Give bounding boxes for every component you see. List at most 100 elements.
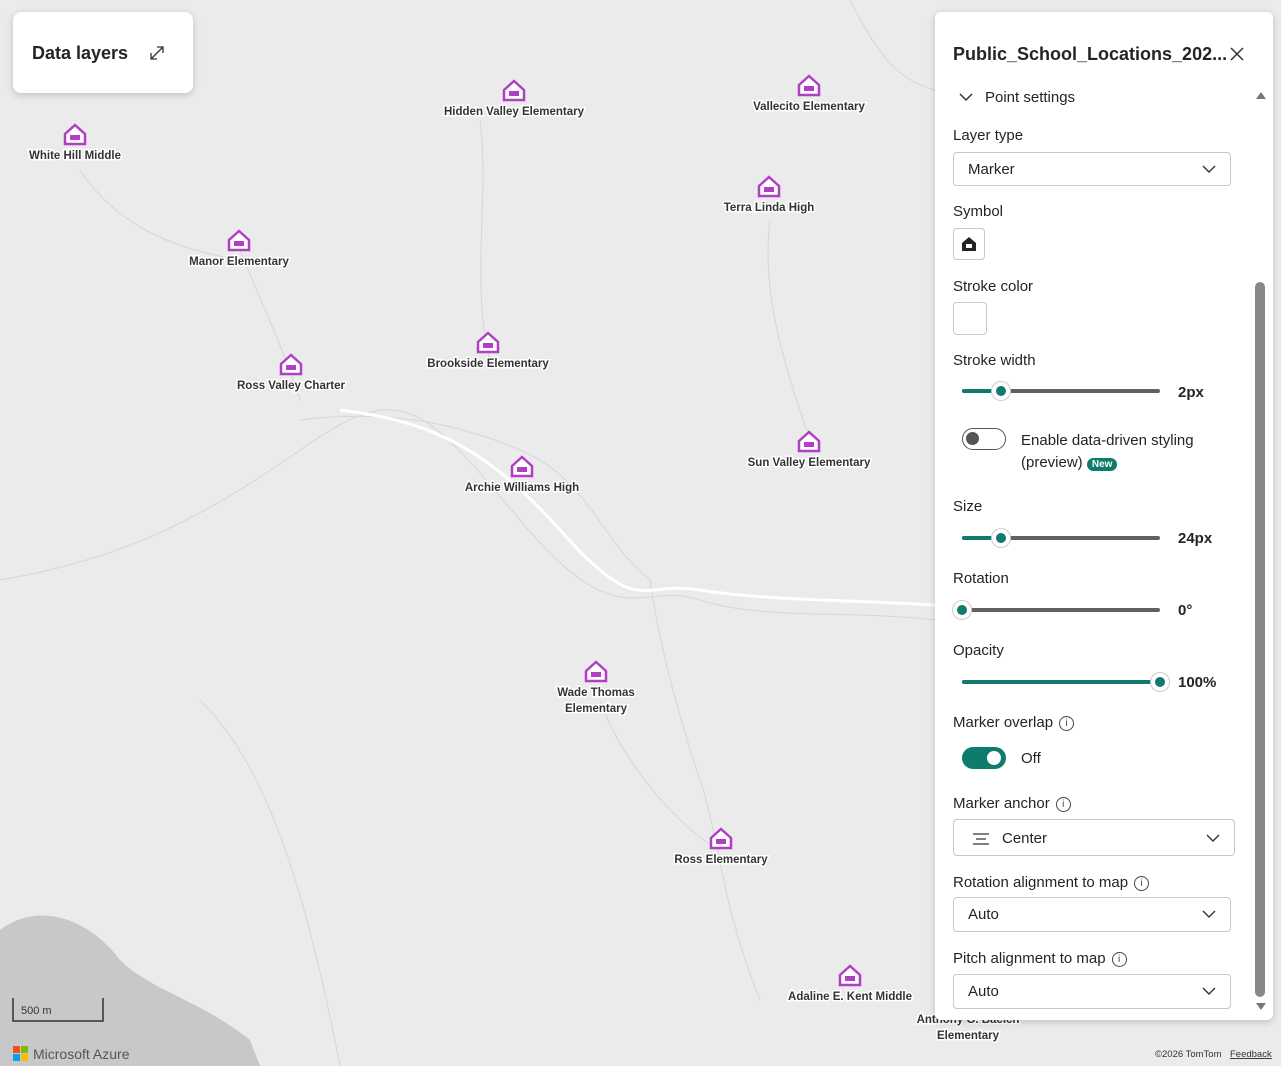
school-label: Adaline E. Kent Middle bbox=[788, 991, 912, 1003]
school-markers: White Hill Middle Hidden Valley Elementar… bbox=[28, 74, 1021, 1044]
school-label: Brookside Elementary bbox=[427, 358, 549, 370]
school-icon-window bbox=[845, 976, 855, 981]
school-marker[interactable]: Terra Linda High bbox=[722, 175, 816, 216]
marker-overlap-label: Marker overlap bbox=[953, 714, 1054, 731]
slider-value: 0° bbox=[1178, 602, 1193, 619]
school-icon-window bbox=[234, 241, 244, 246]
school-icon-window bbox=[804, 86, 814, 91]
section-title[interactable]: Point settings bbox=[985, 89, 1076, 106]
stroke-width-slider[interactable] bbox=[962, 382, 1160, 400]
school-marker[interactable]: Ross Valley Charter bbox=[235, 353, 347, 394]
school-label: Sun Valley Elementary bbox=[748, 457, 871, 469]
slider-value: 100% bbox=[1178, 674, 1217, 691]
rotation-alignment-dropdown[interactable]: Auto bbox=[953, 897, 1231, 932]
scale-bar: 500 m bbox=[12, 998, 104, 1022]
school-icon-window bbox=[591, 672, 601, 677]
dropdown-value: Center bbox=[1002, 830, 1048, 847]
field-label: Opacity bbox=[953, 642, 1004, 659]
symbol-picker[interactable] bbox=[953, 228, 985, 260]
school-label: Wade Thomas bbox=[557, 687, 635, 699]
opacity-slider[interactable] bbox=[962, 673, 1169, 691]
school-icon-window bbox=[286, 365, 296, 370]
school-icon-window bbox=[804, 442, 814, 447]
scroll-down[interactable] bbox=[1255, 1002, 1267, 1012]
rotation-slider[interactable] bbox=[953, 601, 1160, 619]
roads bbox=[0, 0, 936, 1066]
feedback-link[interactable]: Feedback bbox=[1230, 1049, 1272, 1060]
field-label: Symbol bbox=[953, 203, 1004, 220]
school-marker[interactable]: Hidden Valley Elementary bbox=[443, 79, 586, 120]
school-marker[interactable]: Ross Elementary bbox=[673, 827, 770, 868]
data-driven-label: Enable data-driven styling (preview) bbox=[1021, 432, 1194, 471]
school-label: Hidden Valley Elementary bbox=[444, 106, 585, 118]
school-marker[interactable]: Sun Valley Elementary bbox=[746, 430, 872, 471]
water bbox=[0, 915, 260, 1066]
field-label: Size bbox=[953, 498, 983, 515]
field-label: Stroke color bbox=[953, 278, 1034, 295]
marker-anchor-label: Marker anchor bbox=[953, 795, 1050, 812]
scale-label: 500 m bbox=[21, 1005, 52, 1017]
stroke-color-swatch[interactable] bbox=[953, 302, 987, 335]
field-label: Layer type bbox=[953, 127, 1024, 144]
school-icon-window bbox=[517, 467, 527, 472]
expand-icon[interactable] bbox=[149, 45, 165, 61]
field-label: Rotation alignment to map i bbox=[953, 874, 1150, 891]
dropdown-value: Marker bbox=[968, 161, 1015, 178]
toggle-state: Off bbox=[1021, 750, 1041, 767]
school-icon-window bbox=[483, 343, 493, 348]
settings-panel: Public_School_Locations_202... Point set… bbox=[935, 12, 1273, 1020]
school-icon-window bbox=[764, 187, 774, 192]
marker-anchor-dropdown[interactable]: Center bbox=[953, 819, 1235, 856]
school-marker[interactable]: Archie Williams High bbox=[463, 455, 581, 496]
scrollbar-thumb[interactable] bbox=[1255, 282, 1265, 997]
school-marker[interactable]: Brookside Elementary bbox=[426, 331, 551, 372]
school-icon-window bbox=[509, 91, 519, 96]
scroll-up[interactable] bbox=[1255, 90, 1267, 100]
field-label: Marker anchor i bbox=[953, 795, 1071, 812]
school-label: Terra Linda High bbox=[724, 202, 815, 214]
highway bbox=[339, 408, 936, 607]
panel-title: Public_School_Locations_202... bbox=[953, 44, 1228, 64]
field-label: Rotation bbox=[953, 570, 1009, 587]
school-icon-window bbox=[716, 839, 726, 844]
marker-overlap-toggle[interactable] bbox=[962, 747, 1006, 769]
size-slider[interactable] bbox=[962, 529, 1160, 547]
brand: Microsoft Azure bbox=[33, 1046, 130, 1062]
brand-logo bbox=[13, 1046, 28, 1061]
collapse-chevron[interactable] bbox=[959, 92, 973, 102]
school-label: Archie Williams High bbox=[465, 482, 579, 494]
close-button[interactable] bbox=[1229, 46, 1245, 62]
slider-value: 24px bbox=[1178, 530, 1213, 547]
dropdown-value: Auto bbox=[968, 906, 999, 923]
data-driven-toggle[interactable] bbox=[962, 428, 1006, 450]
school-label: White Hill Middle bbox=[29, 150, 121, 162]
school-marker[interactable]: Wade Thomas Elementary bbox=[556, 660, 636, 717]
school-marker[interactable]: Vallecito Elementary bbox=[752, 74, 867, 115]
school-label: Manor Elementary bbox=[189, 256, 289, 268]
pitch-alignment-dropdown[interactable]: Auto bbox=[953, 974, 1231, 1009]
pitch-alignment-label: Pitch alignment to map bbox=[953, 950, 1106, 967]
school-marker[interactable]: Manor Elementary bbox=[188, 229, 291, 270]
toggle-label: Enable data-driven styling (preview) New bbox=[1021, 430, 1216, 476]
school-marker[interactable]: White Hill Middle bbox=[28, 123, 123, 164]
data-layers-button[interactable]: Data layers bbox=[13, 12, 193, 93]
school-label: Elementary bbox=[937, 1030, 1000, 1042]
field-label: Pitch alignment to map i bbox=[953, 950, 1127, 967]
school-marker[interactable]: Adaline E. Kent Middle bbox=[787, 964, 913, 1005]
slider-value: 2px bbox=[1178, 384, 1204, 401]
school-label: Elementary bbox=[565, 703, 628, 715]
field-label: Marker overlap i bbox=[953, 714, 1075, 731]
field-label: Stroke width bbox=[953, 352, 1036, 369]
new-badge: New bbox=[1086, 458, 1118, 471]
data-layers-title: Data layers bbox=[32, 43, 129, 63]
rotation-alignment-label: Rotation alignment to map bbox=[953, 874, 1129, 891]
layer-type-dropdown[interactable]: Marker bbox=[953, 152, 1231, 186]
dropdown-value: Auto bbox=[968, 983, 999, 1000]
school-label: Vallecito Elementary bbox=[753, 101, 865, 113]
school-label: Ross Elementary bbox=[674, 854, 768, 866]
copyright: ©2026 TomTom bbox=[1155, 1049, 1222, 1060]
school-icon-window bbox=[70, 135, 80, 140]
school-label: Ross Valley Charter bbox=[237, 380, 346, 392]
